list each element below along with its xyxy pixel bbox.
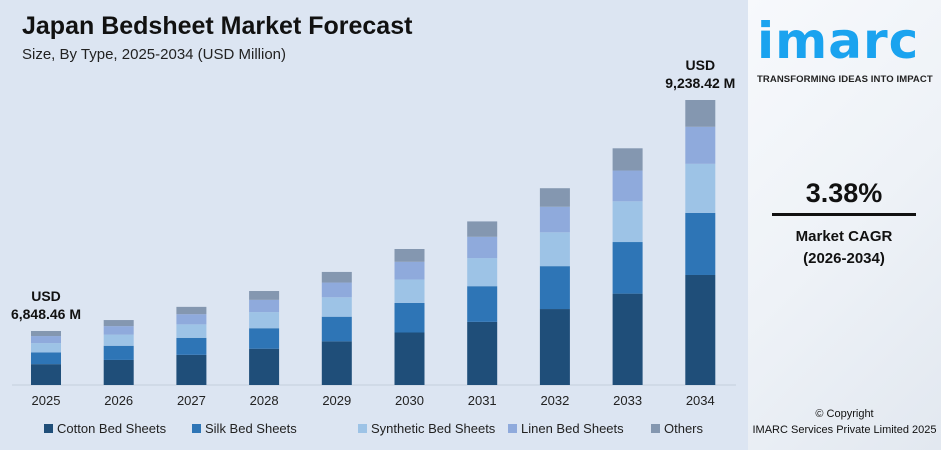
bar-segment <box>31 331 61 337</box>
bar-segment <box>321 271 352 283</box>
bar-segment <box>685 126 716 164</box>
bar-segment <box>321 297 352 317</box>
bar-segment <box>539 206 570 233</box>
bar-segment <box>103 345 134 360</box>
company-name: IMARC Services Private Limited 2025 <box>752 424 937 436</box>
legend-item: Others <box>651 421 703 436</box>
bar-segment <box>321 341 352 385</box>
bar-segment <box>612 293 643 385</box>
bar-segment <box>394 302 425 333</box>
bar-segment <box>249 299 280 313</box>
bar-segment <box>539 309 570 385</box>
bar-segment <box>249 291 280 300</box>
cagr-value: 3.38% <box>805 178 883 208</box>
bar-segment <box>176 337 207 355</box>
legend-swatch <box>508 424 517 433</box>
bar-segment <box>103 334 134 346</box>
bar-segment <box>176 354 207 385</box>
total-annotation: USD <box>31 288 61 304</box>
bar-segment <box>103 320 134 327</box>
bar-segment <box>539 232 570 267</box>
bar-segment <box>685 212 716 275</box>
bar-segment <box>467 236 498 259</box>
cagr-label-line1: Market CAGR <box>795 228 893 245</box>
legend-item: Cotton Bed Sheets <box>44 421 192 436</box>
x-tick-label: 2033 <box>613 393 642 408</box>
x-tick-label: 2025 <box>32 393 61 408</box>
chart-subtitle: Size, By Type, 2025-2034 (USD Million) <box>22 46 287 63</box>
bar-segment <box>176 314 207 325</box>
legend-label: Cotton Bed Sheets <box>57 421 167 436</box>
imarc-logo: imarc <box>757 12 920 70</box>
cagr-period: (2026-2034) <box>803 250 885 267</box>
bar-segment <box>394 261 425 280</box>
bar-segment <box>467 221 498 237</box>
bar-segment <box>394 279 425 303</box>
bar-segment <box>103 359 134 385</box>
copyright-symbol-text: © Copyright <box>815 408 874 420</box>
total-annotation: 9,238.42 M <box>665 75 735 91</box>
x-tick-label: 2028 <box>250 393 279 408</box>
bar-segment <box>467 286 498 322</box>
bar-segment <box>31 364 61 385</box>
x-tick-label: 2030 <box>395 393 424 408</box>
bar-segment <box>685 100 716 127</box>
bar-segment <box>394 332 425 385</box>
bar-segment <box>249 312 280 329</box>
bar-segment <box>321 316 352 342</box>
legend-swatch <box>358 424 367 433</box>
bar-segment <box>612 170 643 202</box>
bar-segment <box>539 266 570 310</box>
bar-segment <box>321 282 352 298</box>
legend-label: Linen Bed Sheets <box>521 421 624 436</box>
legend-swatch <box>44 424 53 433</box>
bar-segment <box>612 148 643 171</box>
total-annotation: USD <box>686 57 716 73</box>
cagr-label: Market CAGR (2026-2034) <box>772 226 916 270</box>
legend-swatch <box>192 424 201 433</box>
bar-segment <box>467 258 498 287</box>
legend-item: Linen Bed Sheets <box>508 421 651 436</box>
bar-segment <box>31 336 61 344</box>
legend-label: Synthetic Bed Sheets <box>371 421 496 436</box>
bar-segment <box>539 188 570 207</box>
copyright: © Copyright IMARC Services Private Limite… <box>748 406 941 438</box>
bar-segment <box>103 326 134 335</box>
bar-segment <box>685 274 716 385</box>
divider <box>772 213 916 216</box>
x-tick-label: 2032 <box>540 393 569 408</box>
bar-segment <box>176 306 207 315</box>
brand-panel <box>748 0 941 450</box>
legend: Cotton Bed Sheets Silk Bed Sheets Syntheti… <box>44 421 703 436</box>
bar-segment <box>249 328 280 349</box>
x-tick-label: 2031 <box>468 393 497 408</box>
x-tick-label: 2034 <box>686 393 715 408</box>
bar-segment <box>394 249 425 262</box>
page-title: Japan Bedsheet Market Forecast <box>22 12 413 40</box>
bar-segment <box>612 242 643 294</box>
bar-segment <box>31 343 61 353</box>
x-tick-label: 2029 <box>322 393 351 408</box>
legend-label: Silk Bed Sheets <box>205 421 297 436</box>
total-annotation: 6,848.46 M <box>11 306 81 322</box>
brand-tagline: TRANSFORMING IDEAS INTO IMPACT <box>757 74 933 85</box>
bar-segment <box>685 163 716 213</box>
bar-segment <box>176 324 207 338</box>
x-tick-label: 2026 <box>104 393 133 408</box>
legend-swatch <box>651 424 660 433</box>
stacked-bar-chart: 2025 USD 6,848.46 M 2026 2027 2028 2029 2030 203… <box>11 57 736 408</box>
x-tick-label: 2027 <box>177 393 206 408</box>
bar-segment <box>249 348 280 385</box>
legend-item: Silk Bed Sheets <box>192 421 358 436</box>
bar-segment <box>612 201 643 243</box>
bar-segment <box>467 321 498 385</box>
bar-segment <box>31 352 61 365</box>
legend-item: Synthetic Bed Sheets <box>358 421 508 436</box>
legend-label: Others <box>664 421 704 436</box>
